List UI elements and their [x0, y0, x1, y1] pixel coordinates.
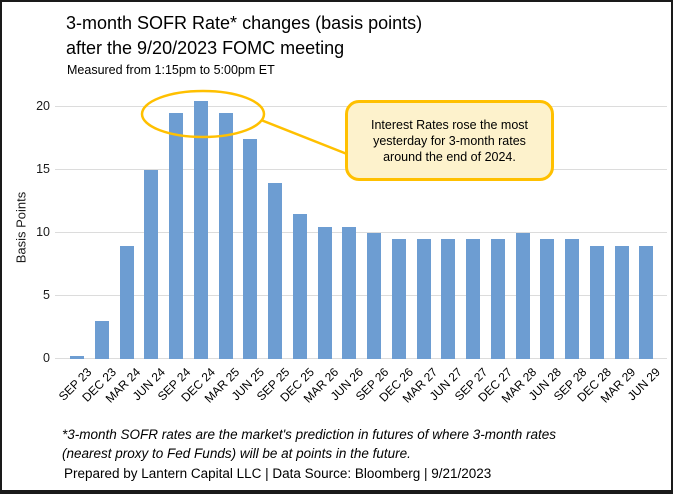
- bar-mar-27: [416, 239, 431, 359]
- bar-jun-24: [144, 170, 159, 359]
- bar-sep-26: [367, 233, 381, 359]
- bar-mar-26: [317, 226, 332, 359]
- chart-title: 3-month SOFR Rate* changes (basis points…: [66, 11, 422, 61]
- bar-dec-23: [94, 321, 109, 359]
- bar-sep-23: [70, 355, 84, 359]
- y-tick-label-10: 10: [36, 225, 50, 239]
- bar-dec-27: [490, 239, 505, 359]
- footnote: *3-month SOFR rates are the market's pre…: [62, 425, 556, 463]
- bar-jun-28: [540, 239, 555, 359]
- bar-jun-29: [639, 245, 654, 359]
- bar-sep-24: [169, 113, 183, 359]
- bar-mar-28: [515, 233, 530, 359]
- chart-title-line1: 3-month SOFR Rate* changes (basis points…: [66, 13, 423, 33]
- gridline-5: [55, 295, 667, 296]
- chart-subtitle: Measured from 1:15pm to 5:00pm ET: [67, 63, 275, 77]
- callout-box: Interest Rates rose the most yesterday f…: [345, 100, 554, 181]
- gridline-10: [55, 232, 667, 233]
- bar-mar-24: [119, 245, 134, 359]
- y-tick-label-5: 5: [43, 288, 50, 302]
- bar-dec-25: [292, 214, 307, 359]
- chart-title-line2: after the 9/20/2023 FOMC meeting: [66, 38, 345, 58]
- x-axis-tick-labels: SEP 23 DEC 23 MAR 24 JUN 24 SEP 24 DEC 24 MAR …: [55, 365, 667, 421]
- footnote-line1: *3-month SOFR rates are the market's pre…: [62, 427, 557, 442]
- bar-mar-25: [218, 113, 233, 359]
- bar-jun-27: [441, 239, 456, 359]
- bar-dec-28: [589, 245, 604, 359]
- gridline-0: [55, 358, 667, 359]
- plot-area: [55, 99, 667, 359]
- bar-mar-29: [614, 245, 629, 359]
- callout-text: Interest Rates rose the most yesterday f…: [370, 117, 528, 164]
- y-tick-label-0: 0: [43, 351, 50, 365]
- bar-sep-27: [466, 239, 480, 359]
- y-tick-label-15: 15: [36, 162, 50, 176]
- bar-dec-24: [193, 100, 208, 359]
- footnote-line2: (nearest proxy to Fed Funds) will be at …: [62, 446, 411, 461]
- bar-jun-26: [342, 226, 357, 359]
- bar-jun-25: [243, 138, 258, 359]
- y-tick-label-20: 20: [36, 99, 50, 113]
- credit-line: Prepared by Lantern Capital LLC | Data S…: [64, 466, 492, 481]
- bar-dec-26: [391, 239, 406, 359]
- bar-sep-28: [565, 239, 579, 359]
- bar-sep-25: [268, 182, 282, 359]
